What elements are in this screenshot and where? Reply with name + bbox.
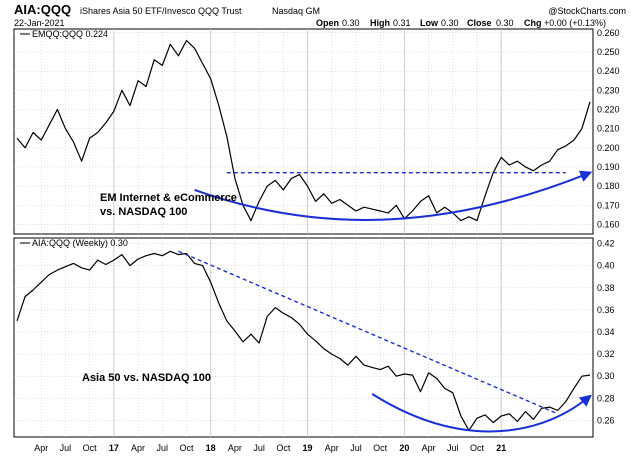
- close-label: Close: [467, 18, 492, 28]
- x-tick-label: 19: [303, 443, 313, 453]
- low-value: 0.30: [441, 18, 459, 28]
- price-series-line: [16, 39, 591, 222]
- x-tick-label: 18: [206, 443, 216, 453]
- bottoming-arc-arrow: [194, 170, 593, 221]
- panel-aia-qqq: 0.26 0.28 0.30 0.32 0.34 0.36 0.38 0.40 0.42 AIA:…: [13, 237, 615, 438]
- x-tick-label: Jul: [350, 443, 362, 453]
- high-value: 0.31: [393, 18, 411, 28]
- y-tick-label: 0.26: [597, 415, 615, 425]
- x-tick-label: Apr: [131, 443, 145, 453]
- x-tick-label: 17: [109, 443, 119, 453]
- price-series-line: [16, 250, 591, 431]
- y-tick-label: 0.200: [597, 143, 620, 153]
- x-tick-label: Jul: [253, 443, 265, 453]
- dashed-trendline: [178, 250, 558, 415]
- y-tick-label: 0.260: [597, 28, 620, 38]
- x-tick-label: Jul: [447, 443, 459, 453]
- y-tick-label: 0.220: [597, 104, 620, 114]
- legend: AIA:QQQ (Weekly) 0.30: [20, 238, 128, 248]
- y-tick-label: 0.210: [597, 124, 620, 134]
- x-tick-label: 20: [399, 443, 409, 453]
- panel-frame: [13, 237, 594, 438]
- y-tick-label: 0.28: [597, 393, 615, 403]
- chg-value: +0.00 (+0.13%): [544, 18, 606, 28]
- legend: EMQQ:QQQ 0.224: [20, 29, 108, 39]
- annotation-label: vs. NASDAQ 100: [100, 206, 187, 218]
- y-tick-label: 0.230: [597, 85, 620, 95]
- watermark: @StockCharts.com: [548, 6, 626, 16]
- y-tick-label: 0.42: [597, 239, 615, 249]
- chart-description: iShares Asia 50 ETF/Invesco QQQ Trust: [80, 6, 242, 16]
- legend-label: AIA:QQQ (Weekly) 0.30: [32, 238, 128, 248]
- chart-exchange: Nasdaq GM: [272, 6, 320, 16]
- y-tick-label: 0.190: [597, 162, 620, 172]
- x-tick-label: Apr: [228, 443, 242, 453]
- y-tick-label: 0.34: [597, 327, 615, 337]
- annotation-label: EM Internet & eCommerce: [100, 192, 237, 204]
- x-tick-label: Apr: [325, 443, 339, 453]
- annotation-label: Asia 50 vs. NASDAQ 100: [82, 372, 211, 384]
- legend-label: EMQQ:QQQ 0.224: [32, 29, 108, 39]
- y-tick-label: 0.250: [597, 47, 620, 57]
- x-tick-label: 21: [496, 443, 506, 453]
- open-label: Open: [316, 18, 339, 28]
- low-label: Low: [420, 18, 439, 28]
- y-tick-label: 0.240: [597, 66, 620, 76]
- x-tick-label: Oct: [179, 443, 194, 453]
- y-tick-label: 0.36: [597, 305, 615, 315]
- x-tick-label: Oct: [83, 443, 98, 453]
- y-tick-label: 0.170: [597, 200, 620, 210]
- y-tick-label: 0.180: [597, 181, 620, 191]
- x-tick-label: Oct: [470, 443, 485, 453]
- open-value: 0.30: [342, 18, 360, 28]
- x-tick-label: Oct: [276, 443, 291, 453]
- chart-date: 22-Jan-2021: [14, 18, 65, 28]
- y-tick-label: 0.38: [597, 283, 615, 293]
- x-tick-label: Apr: [422, 443, 436, 453]
- x-tick-label: Jul: [157, 443, 169, 453]
- close-value: 0.30: [496, 18, 514, 28]
- x-tick-label: Apr: [34, 443, 48, 453]
- bottoming-arc-arrow: [371, 393, 592, 433]
- y-tick-label: 0.160: [597, 219, 620, 229]
- y-tick-label: 0.40: [597, 261, 615, 271]
- y-tick-label: 0.32: [597, 349, 615, 359]
- y-tick-label: 0.30: [597, 371, 615, 381]
- chart-symbol: AIA:QQQ: [14, 2, 71, 17]
- x-tick-label: Jul: [60, 443, 72, 453]
- x-axis: Apr Jul Oct 17 Apr Jul Oct 18 Apr Jul Oct 19 Apr Jul O…: [34, 443, 506, 453]
- panel-emqq-qqq: 0.160 0.170 0.180 0.190 0.200 0.210 0.220 0.230…: [13, 28, 620, 235]
- panel-frame: [13, 28, 594, 235]
- chg-label: Chg: [524, 18, 542, 28]
- x-tick-label: Oct: [373, 443, 388, 453]
- high-label: High: [370, 18, 390, 28]
